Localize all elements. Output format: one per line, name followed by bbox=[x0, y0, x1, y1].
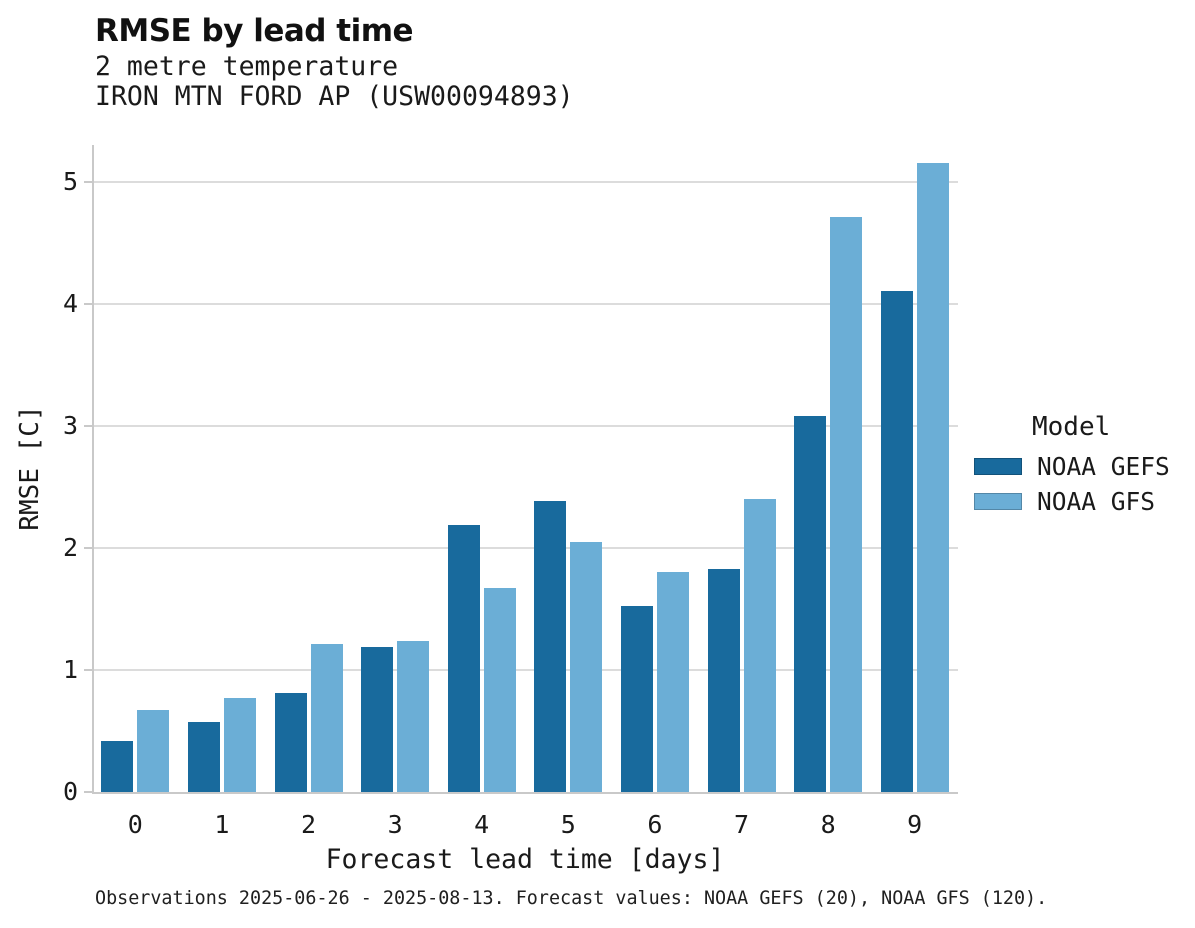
bar-noaa-gefs-lead-5 bbox=[534, 501, 567, 792]
bar-noaa-gefs-lead-3 bbox=[361, 646, 394, 792]
bar-noaa-gfs-lead-0 bbox=[137, 710, 170, 792]
bar-noaa-gefs-lead-1 bbox=[187, 722, 220, 792]
gridline bbox=[92, 546, 958, 549]
x-tick-label: 5 bbox=[560, 810, 576, 839]
x-tick-label: 1 bbox=[214, 810, 230, 839]
bar-noaa-gfs-lead-6 bbox=[656, 572, 689, 792]
gridline bbox=[92, 302, 958, 305]
legend-entries: NOAA GEFS NOAA GFS bbox=[974, 449, 1170, 519]
gridline bbox=[92, 668, 958, 671]
legend-swatch-icon bbox=[974, 493, 1022, 510]
gridline bbox=[92, 424, 958, 427]
x-axis-label: Forecast lead time [days] bbox=[325, 844, 725, 875]
y-tick-label: 1 bbox=[62, 654, 78, 684]
x-tick-label: 4 bbox=[474, 810, 490, 839]
bar-noaa-gfs-lead-2 bbox=[310, 644, 343, 792]
y-tick-label: 0 bbox=[62, 777, 78, 806]
legend-entry-noaa-gefs: NOAA GEFS bbox=[974, 449, 1170, 484]
bar-noaa-gfs-lead-7 bbox=[743, 499, 776, 792]
chart-subtitle-variable: 2 metre temperature bbox=[95, 51, 399, 82]
x-tick-label: 7 bbox=[733, 810, 750, 839]
legend-entry-noaa-gfs: NOAA GFS bbox=[974, 484, 1170, 519]
bar-noaa-gefs-lead-9 bbox=[880, 291, 913, 792]
bar-noaa-gefs-lead-7 bbox=[707, 568, 740, 792]
bar-noaa-gefs-lead-0 bbox=[101, 740, 134, 792]
x-tick-label: 3 bbox=[387, 810, 403, 839]
y-tick-label: 4 bbox=[62, 288, 78, 318]
bar-noaa-gfs-lead-9 bbox=[916, 163, 949, 792]
y-tick-mark bbox=[84, 180, 92, 183]
bar-noaa-gefs-lead-8 bbox=[794, 416, 827, 792]
bar-noaa-gfs-lead-5 bbox=[570, 541, 603, 792]
y-axis-spine bbox=[92, 145, 94, 794]
chart-subtitle-station: IRON MTN FORD AP (USW00094893) bbox=[95, 81, 574, 112]
bar-noaa-gfs-lead-8 bbox=[830, 217, 863, 792]
x-tick-label: 2 bbox=[300, 810, 317, 839]
legend-swatch-icon bbox=[974, 458, 1022, 475]
legend-label: NOAA GEFS bbox=[1037, 451, 1170, 481]
chart-title: RMSE by lead time bbox=[95, 13, 414, 49]
y-tick-label: 5 bbox=[62, 166, 78, 196]
y-tick-mark bbox=[84, 424, 92, 427]
bar-noaa-gefs-lead-6 bbox=[620, 606, 653, 792]
bar-noaa-gfs-lead-1 bbox=[223, 698, 256, 792]
x-tick-label: 8 bbox=[820, 810, 836, 839]
y-tick-label: 3 bbox=[62, 410, 78, 440]
y-tick-mark bbox=[84, 668, 92, 671]
x-axis-spine bbox=[92, 792, 958, 794]
x-tick-label: 6 bbox=[647, 810, 663, 839]
bar-noaa-gfs-lead-3 bbox=[397, 640, 430, 792]
bar-noaa-gefs-lead-4 bbox=[447, 524, 480, 792]
x-tick-label: 9 bbox=[907, 810, 923, 839]
y-tick-mark bbox=[84, 302, 92, 305]
y-tick-mark bbox=[84, 791, 92, 793]
x-tick-label: 0 bbox=[127, 810, 143, 839]
legend-label: NOAA GFS bbox=[1037, 486, 1156, 516]
legend-title: Model bbox=[1032, 412, 1111, 442]
legend: Model NOAA GEFS NOAA GFS bbox=[974, 412, 1170, 519]
y-axis-label: RMSE [C] bbox=[15, 405, 45, 531]
caption: Observations 2025-06-26 - 2025-08-13. Fo… bbox=[95, 888, 1048, 909]
bar-noaa-gfs-lead-4 bbox=[483, 588, 516, 792]
bar-noaa-gefs-lead-2 bbox=[274, 693, 307, 792]
y-tick-mark bbox=[84, 546, 92, 549]
y-tick-label: 2 bbox=[62, 532, 78, 562]
gridline bbox=[92, 180, 958, 183]
